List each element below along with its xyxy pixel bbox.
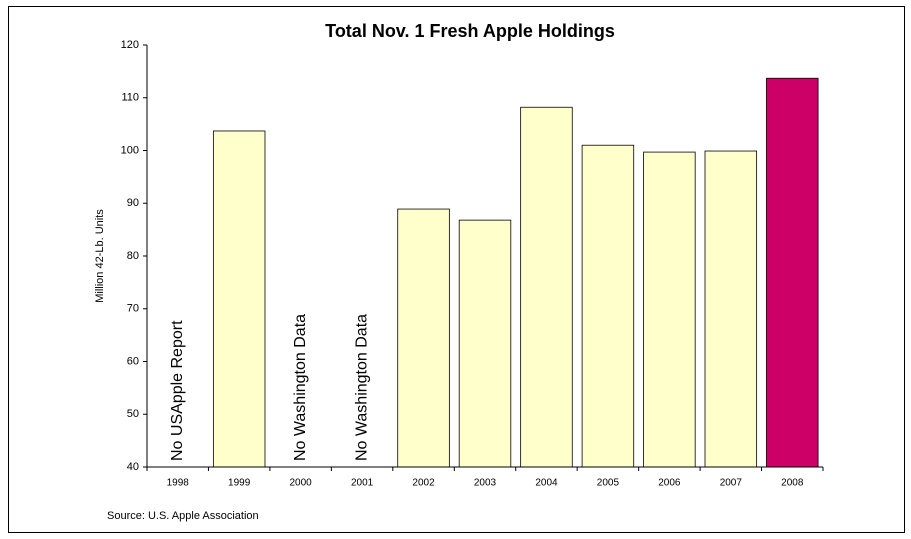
bar <box>458 219 512 468</box>
y-tick-label: 90 <box>127 197 139 209</box>
y-tick-label: 60 <box>127 355 139 367</box>
x-tick-label: 2008 <box>781 478 804 489</box>
bar <box>766 77 819 468</box>
y-tick-label: 120 <box>121 39 139 51</box>
annotation: No Washington Data <box>292 314 309 461</box>
x-tick-label: 2001 <box>351 478 374 489</box>
x-tick-label: 2004 <box>535 478 558 489</box>
x-tick-label: 2005 <box>597 478 620 489</box>
source: Source: U.S. Apple Association <box>107 510 259 522</box>
y-tick-label: 40 <box>127 461 139 473</box>
y-tick-label: 80 <box>127 250 139 262</box>
x-tick-label: 1998 <box>167 478 190 489</box>
x-tick-label: 2000 <box>290 478 313 489</box>
annotation: No Washington Data <box>353 314 370 461</box>
x-tick-label: 1999 <box>228 478 251 489</box>
y-tick-label: 100 <box>121 144 139 156</box>
chart-title: Total Nov. 1 Fresh Apple Holdings <box>325 21 615 41</box>
y-tick-label: 110 <box>121 92 139 104</box>
annotation: No USApple Report <box>169 320 186 461</box>
bar <box>520 106 573 468</box>
x-tick-label: 2003 <box>474 478 497 489</box>
x-tick-label: 2007 <box>720 478 743 489</box>
bar <box>581 144 635 468</box>
bar <box>704 150 758 468</box>
y-tick-label: 70 <box>127 303 139 315</box>
x-tick-label: 2002 <box>412 478 435 489</box>
x-tick-label: 2006 <box>658 478 681 489</box>
bar <box>397 208 450 468</box>
y-tick-label: 50 <box>127 408 139 420</box>
bar <box>212 130 266 468</box>
y-axis-label: Million 42-Lb. Units <box>94 209 106 303</box>
bar <box>643 151 696 468</box>
